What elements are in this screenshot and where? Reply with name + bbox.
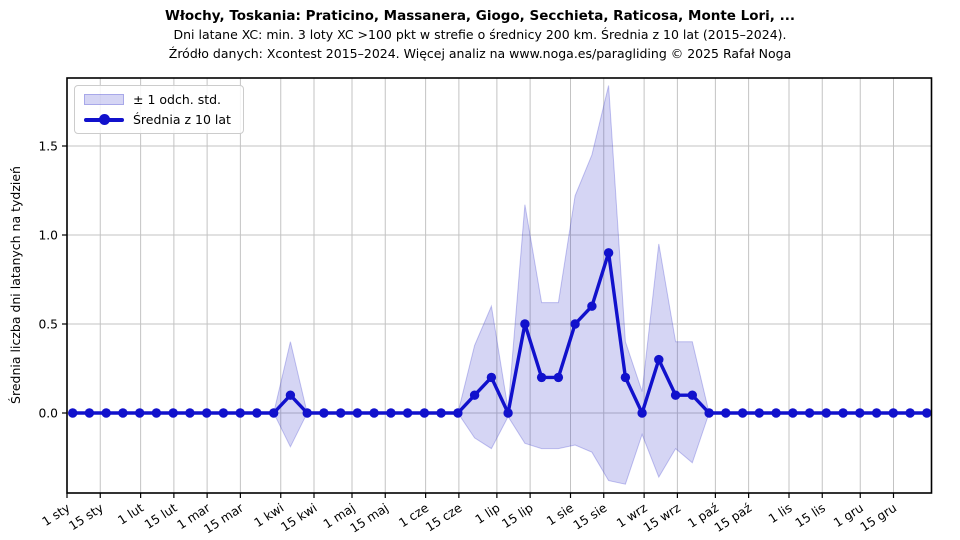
- data-point: [252, 408, 262, 418]
- mean-line-layer: [70, 251, 929, 415]
- data-point: [821, 408, 831, 418]
- legend-band-label: ± 1 odch. std.: [133, 92, 222, 107]
- data-point: [804, 408, 815, 418]
- x-tick-label: 15 sty: [66, 501, 106, 533]
- data-point: [687, 390, 697, 400]
- x-tick-label: 15 cze: [423, 501, 464, 535]
- data-point: [721, 408, 731, 418]
- data-point: [520, 319, 530, 329]
- x-tick-label: 15 maj: [348, 501, 391, 536]
- x-tick-label: 15 sie: [571, 501, 610, 533]
- data-point: [285, 390, 296, 400]
- chart-header: Włochy, Toskania: Praticino, Massanera, …: [0, 7, 960, 63]
- data-point: [922, 408, 932, 418]
- data-point: [603, 248, 614, 258]
- legend-item-band: ± 1 odch. std.: [84, 92, 231, 107]
- data-point: [202, 408, 212, 418]
- data-point: [302, 408, 312, 418]
- mean-line-marker-swatch: [99, 114, 110, 125]
- data-point: [218, 408, 229, 418]
- y-axis-title: Średnia liczba dni latanych na tydzień: [8, 166, 23, 404]
- data-point: [168, 408, 178, 418]
- x-tick-label: 15 gru: [858, 501, 899, 535]
- plot-border: [66, 77, 933, 494]
- legend-line-label: Średnia z 10 lat: [133, 112, 231, 127]
- data-point: [336, 408, 346, 418]
- data-point: [871, 408, 882, 418]
- data-point: [553, 372, 564, 383]
- data-point: [151, 408, 162, 418]
- x-tick-label: 15 lis: [793, 501, 828, 531]
- x-tick-label: 15 wrz: [641, 501, 683, 535]
- data-point: [637, 408, 647, 418]
- x-tick-label: 1 lip: [473, 501, 503, 527]
- std-band-swatch: [84, 94, 124, 105]
- data-point: [737, 408, 748, 418]
- data-point: [486, 372, 497, 383]
- data-point: [352, 408, 363, 418]
- data-point: [670, 390, 681, 400]
- x-tick-label: 15 paź: [712, 501, 754, 535]
- data-point: [319, 408, 329, 418]
- data-point: [754, 408, 764, 418]
- data-point: [855, 408, 865, 418]
- legend-item-line: Średnia z 10 lat: [84, 112, 231, 127]
- x-tick-label: 15 lut: [142, 501, 180, 532]
- y-tick-label: 1.5: [38, 139, 58, 153]
- data-point: [771, 408, 781, 418]
- data-point: [620, 372, 631, 383]
- std-band-area: [457, 85, 710, 485]
- data-point: [536, 372, 547, 383]
- data-point: [369, 408, 379, 418]
- x-tick-label: 1 lis: [766, 501, 795, 526]
- data-point: [503, 408, 513, 418]
- x-tick-label: 1 sie: [544, 501, 576, 529]
- x-tick-label: 15 kwi: [278, 501, 319, 535]
- chart-title: Włochy, Toskania: Praticino, Massanera, …: [164, 8, 796, 24]
- data-point: [185, 408, 195, 418]
- mean-line-swatch: [84, 114, 124, 125]
- data-point: [587, 301, 597, 311]
- data-point: [704, 408, 714, 418]
- data-point: [269, 408, 279, 418]
- data-point-layer: [68, 248, 932, 418]
- data-point: [788, 408, 798, 418]
- y-tick-label: 0.0: [38, 406, 58, 420]
- data-point: [84, 408, 95, 418]
- data-point: [905, 408, 915, 418]
- chart-subtitle-2: Źródło danych: Xcontest 2015–2024. Więce…: [168, 46, 792, 61]
- y-tick-label: 0.5: [38, 317, 58, 331]
- data-point: [135, 408, 145, 418]
- chart-subtitle-1: Dni latane XC: min. 3 loty XC >100 pkt w…: [173, 27, 787, 42]
- data-point: [838, 408, 848, 418]
- data-point: [436, 408, 446, 418]
- data-point: [386, 408, 396, 418]
- x-tick-label: 15 lip: [499, 501, 535, 531]
- y-tick-label: 1.0: [38, 228, 58, 242]
- data-point: [469, 390, 480, 400]
- data-point: [402, 408, 413, 418]
- data-point: [68, 408, 78, 418]
- data-point: [570, 319, 580, 329]
- data-point: [888, 408, 898, 418]
- data-point: [453, 408, 463, 418]
- legend: ± 1 odch. std. Średnia z 10 lat: [74, 85, 244, 134]
- grid-layer: [66, 78, 932, 493]
- data-point: [419, 408, 430, 418]
- x-tick-label: 1 lut: [115, 501, 146, 528]
- data-point: [101, 408, 111, 418]
- data-point: [654, 354, 664, 365]
- mean-line: [70, 251, 929, 415]
- data-point: [235, 408, 245, 418]
- data-point: [118, 408, 128, 418]
